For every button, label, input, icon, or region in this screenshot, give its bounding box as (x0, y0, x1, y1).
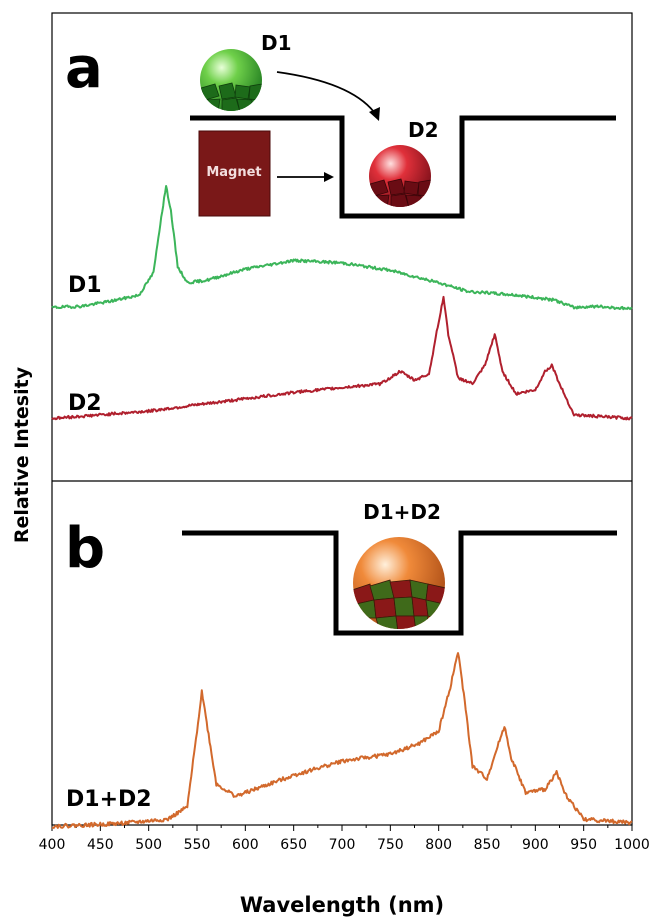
x-tick-label: 500 (135, 837, 162, 853)
series-label-d1: D1 (68, 273, 102, 298)
x-tick-label: 550 (184, 837, 211, 853)
x-tick-label: 900 (522, 837, 549, 853)
magnet-label: Magnet (206, 165, 261, 180)
x-tick-label: 600 (232, 837, 259, 853)
x-tick-label: 950 (570, 837, 597, 853)
magnet-arrow (277, 172, 334, 182)
x-tick-label: 400 (39, 837, 66, 853)
x-tick-label: 750 (377, 837, 404, 853)
series-label-d1-d2: D1+D2 (66, 787, 152, 812)
particle-d2: D2 (369, 118, 439, 207)
x-tick-label: 650 (280, 837, 307, 853)
series-line-d1 (51, 185, 633, 311)
panel-letter-a: a (65, 36, 103, 101)
x-tick-label: 450 (87, 837, 114, 853)
well-outline-b (182, 530, 617, 636)
x-tick-label: 1000 (614, 837, 650, 853)
series-line-d2 (51, 295, 633, 421)
well-outline-a (190, 115, 616, 219)
particle-label-d2: D2 (408, 118, 439, 142)
x-axis-title: Wavelength (nm) (240, 893, 444, 917)
y-axis-title: Relative Intesity (11, 366, 33, 543)
x-tick-label: 700 (329, 837, 356, 853)
particle-label-d1-d2: D1+D2 (363, 500, 441, 524)
particle-d1-d2: D1+D2 (353, 500, 445, 629)
transfer-arrow (276, 71, 380, 121)
inset-a: Magnet D1 (190, 31, 616, 219)
panel-letter-b: b (65, 516, 105, 581)
inset-b: D1+D2 (182, 500, 617, 636)
series-line-d1-d2 (52, 652, 633, 829)
magnet: Magnet (198, 130, 271, 217)
series-label-d2: D2 (68, 391, 102, 416)
particle-label-d1: D1 (261, 31, 292, 55)
spectra (51, 185, 633, 829)
x-tick-label: 850 (474, 837, 501, 853)
x-tick-label: 800 (425, 837, 452, 853)
x-axis: 400 450 500 550 600 650 700 750 800 850 900 950 1000 (39, 825, 650, 853)
